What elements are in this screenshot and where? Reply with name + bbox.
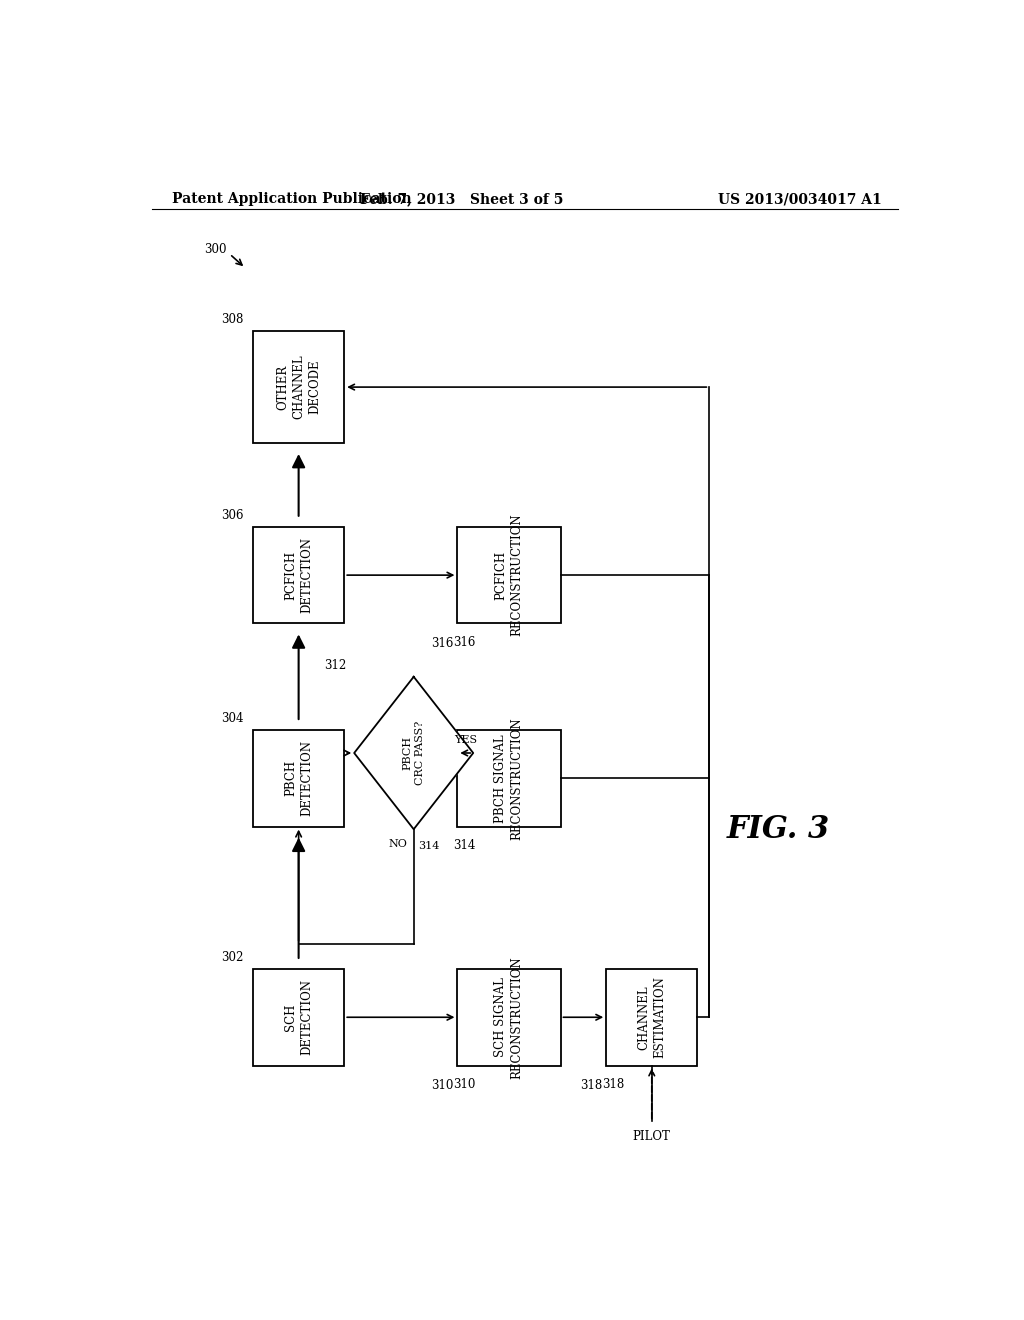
Bar: [253, 331, 344, 444]
Text: 312: 312: [324, 659, 346, 672]
Text: 314: 314: [454, 840, 476, 851]
Bar: [253, 730, 344, 826]
Bar: [458, 527, 560, 623]
Text: 316: 316: [431, 636, 454, 649]
Text: PCFICH
DETECTION: PCFICH DETECTION: [284, 537, 313, 612]
Text: PBCH
DETECTION: PBCH DETECTION: [284, 741, 313, 816]
Bar: [458, 969, 560, 1065]
Bar: [606, 969, 697, 1065]
Text: 314: 314: [418, 841, 439, 851]
Text: US 2013/0034017 A1: US 2013/0034017 A1: [718, 191, 882, 206]
Bar: [253, 969, 344, 1065]
Text: YES: YES: [454, 735, 477, 744]
Text: 316: 316: [454, 636, 476, 648]
Text: 318: 318: [580, 1078, 602, 1092]
Text: PCFICH
RECONSTRUCTION: PCFICH RECONSTRUCTION: [495, 513, 523, 636]
Bar: [458, 730, 560, 826]
Text: Feb. 7, 2013   Sheet 3 of 5: Feb. 7, 2013 Sheet 3 of 5: [359, 191, 563, 206]
Text: FIG. 3: FIG. 3: [727, 813, 830, 845]
Text: 304: 304: [221, 711, 244, 725]
Text: 300: 300: [204, 243, 226, 256]
Text: 310: 310: [431, 1078, 454, 1092]
Text: 302: 302: [221, 950, 244, 964]
Bar: [253, 527, 344, 623]
Text: SCH SIGNAL
RECONSTRUCTION: SCH SIGNAL RECONSTRUCTION: [495, 956, 523, 1078]
Text: NO: NO: [388, 840, 408, 849]
Text: Patent Application Publication: Patent Application Publication: [172, 191, 412, 206]
Text: PILOT: PILOT: [633, 1130, 671, 1143]
Text: OTHER
CHANNEL
DECODE: OTHER CHANNEL DECODE: [276, 355, 322, 420]
Text: 308: 308: [221, 313, 244, 326]
Text: PBCH
CRC PASS?: PBCH CRC PASS?: [402, 721, 425, 785]
Text: 306: 306: [221, 508, 244, 521]
Text: CHANNEL
ESTIMATION: CHANNEL ESTIMATION: [637, 977, 667, 1059]
Polygon shape: [354, 677, 473, 829]
Text: SCH
DETECTION: SCH DETECTION: [284, 979, 313, 1055]
Text: 318: 318: [602, 1077, 625, 1090]
Text: PBCH SIGNAL
RECONSTRUCTION: PBCH SIGNAL RECONSTRUCTION: [495, 717, 523, 840]
Text: 310: 310: [454, 1077, 476, 1090]
